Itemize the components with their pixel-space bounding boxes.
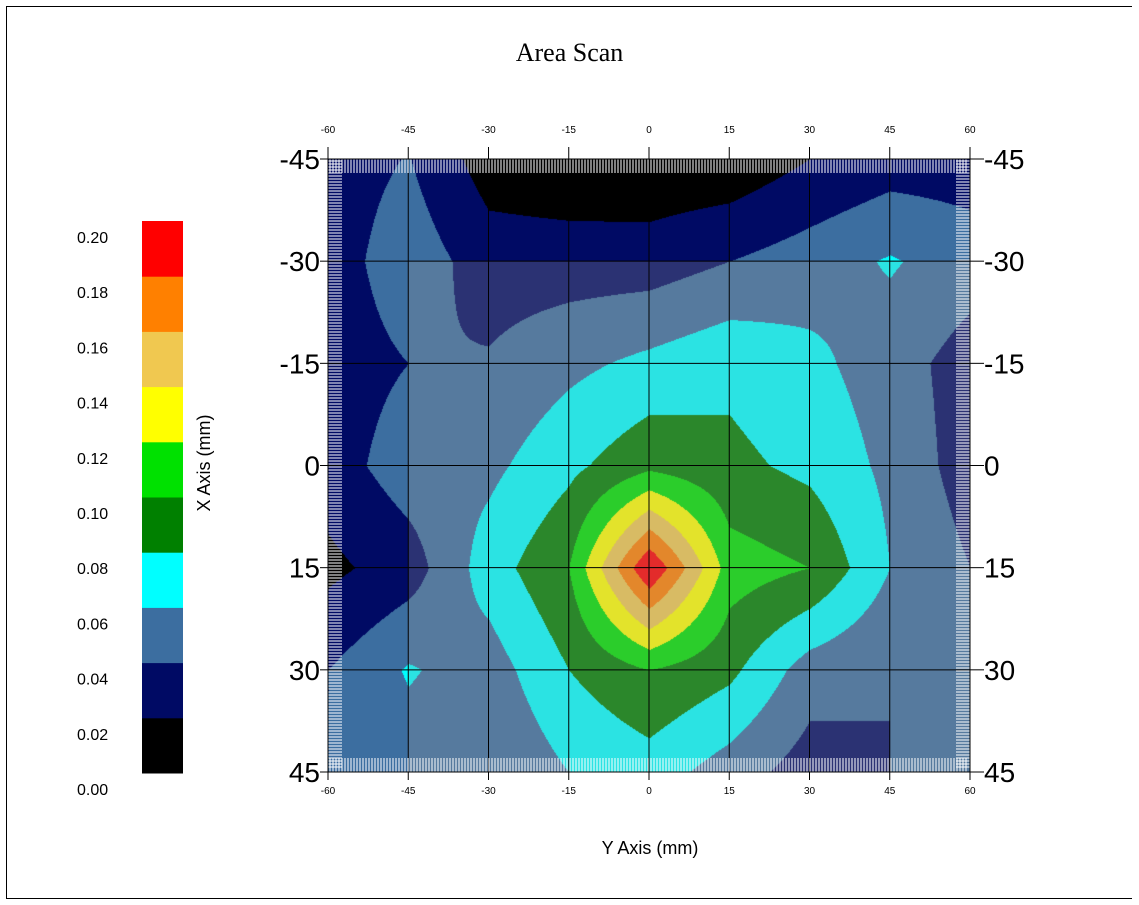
colorbar-tick-label: 0.04 xyxy=(77,672,108,689)
x-tick-label-top: 60 xyxy=(964,125,976,136)
colorbar-swatch xyxy=(142,221,183,277)
x-tick-label-top: -30 xyxy=(481,125,496,136)
colorbar-swatch xyxy=(142,497,183,553)
x-tick-label-bottom: -45 xyxy=(401,786,416,797)
x-tick-label-top: 45 xyxy=(884,125,896,136)
colorbar-tick-label: 0.02 xyxy=(77,727,108,744)
colorbar-swatch xyxy=(142,331,183,388)
x-tick-label-bottom: -60 xyxy=(321,786,336,797)
colorbar-swatch xyxy=(142,607,183,664)
y-tick-label-left: 15 xyxy=(289,553,320,584)
colorbar-swatch xyxy=(142,386,183,443)
colorbar-swatch xyxy=(142,662,183,719)
colorbar-swatch xyxy=(142,717,183,774)
x-tick-label-top: 0 xyxy=(646,125,652,136)
y-tick-label-left: -45 xyxy=(280,144,320,175)
y-tick-label-right: 30 xyxy=(984,655,1015,686)
y-tick-label-left: -15 xyxy=(280,348,320,379)
colorbar-tick-label: 0.18 xyxy=(77,285,108,302)
colorbar-tick-label: 0.14 xyxy=(77,396,108,413)
chart-title: Area Scan xyxy=(515,38,624,67)
x-tick-label-top: 15 xyxy=(724,125,736,136)
x-tick-label-top: -15 xyxy=(562,125,577,136)
colorbar-tick-label: 0.12 xyxy=(77,451,108,468)
x-tick-label-bottom: -15 xyxy=(562,786,577,797)
y-tick-label-left: 45 xyxy=(289,757,320,788)
colorbar-tick-label: 0.16 xyxy=(77,340,108,357)
colorbar-tick-label: 0.06 xyxy=(77,616,108,633)
colorbar-swatch xyxy=(142,441,183,498)
photo-overlay xyxy=(408,261,970,772)
colorbar-swatch xyxy=(142,276,183,332)
x-tick-label-bottom: 15 xyxy=(724,786,736,797)
x-tick-label-bottom: 30 xyxy=(804,786,816,797)
y-tick-label-right: 0 xyxy=(984,451,1000,482)
y-tick-label-left: 30 xyxy=(289,655,320,686)
x-tick-label-bottom: 45 xyxy=(884,786,896,797)
x-tick-label-bottom: 60 xyxy=(964,786,976,797)
y-tick-label-right: -30 xyxy=(984,246,1024,277)
y-axis-label: X Axis (mm) xyxy=(194,415,214,512)
x-tick-label-bottom: 0 xyxy=(646,786,652,797)
x-tick-label-bottom: -30 xyxy=(481,786,496,797)
colorbar-tick-label: 0.20 xyxy=(77,230,108,247)
y-tick-label-right: 45 xyxy=(984,757,1015,788)
colorbar-tick-label: 0.08 xyxy=(77,561,108,578)
colorbar-tick-label: 0.10 xyxy=(77,506,108,523)
y-tick-label-right: -45 xyxy=(984,144,1024,175)
x-tick-label-top: -45 xyxy=(401,125,416,136)
colorbar-swatch xyxy=(142,552,183,608)
minor-ticks xyxy=(328,159,970,772)
y-tick-label-left: -30 xyxy=(280,246,320,277)
colorbar-tick-label: 0.00 xyxy=(77,782,108,799)
x-tick-label-top: 30 xyxy=(804,125,816,136)
y-tick-label-right: 15 xyxy=(984,553,1015,584)
y-tick-label-right: -15 xyxy=(984,348,1024,379)
y-tick-label-left: 0 xyxy=(304,451,320,482)
x-tick-label-top: -60 xyxy=(321,125,336,136)
x-axis-label: Y Axis (mm) xyxy=(601,838,699,858)
